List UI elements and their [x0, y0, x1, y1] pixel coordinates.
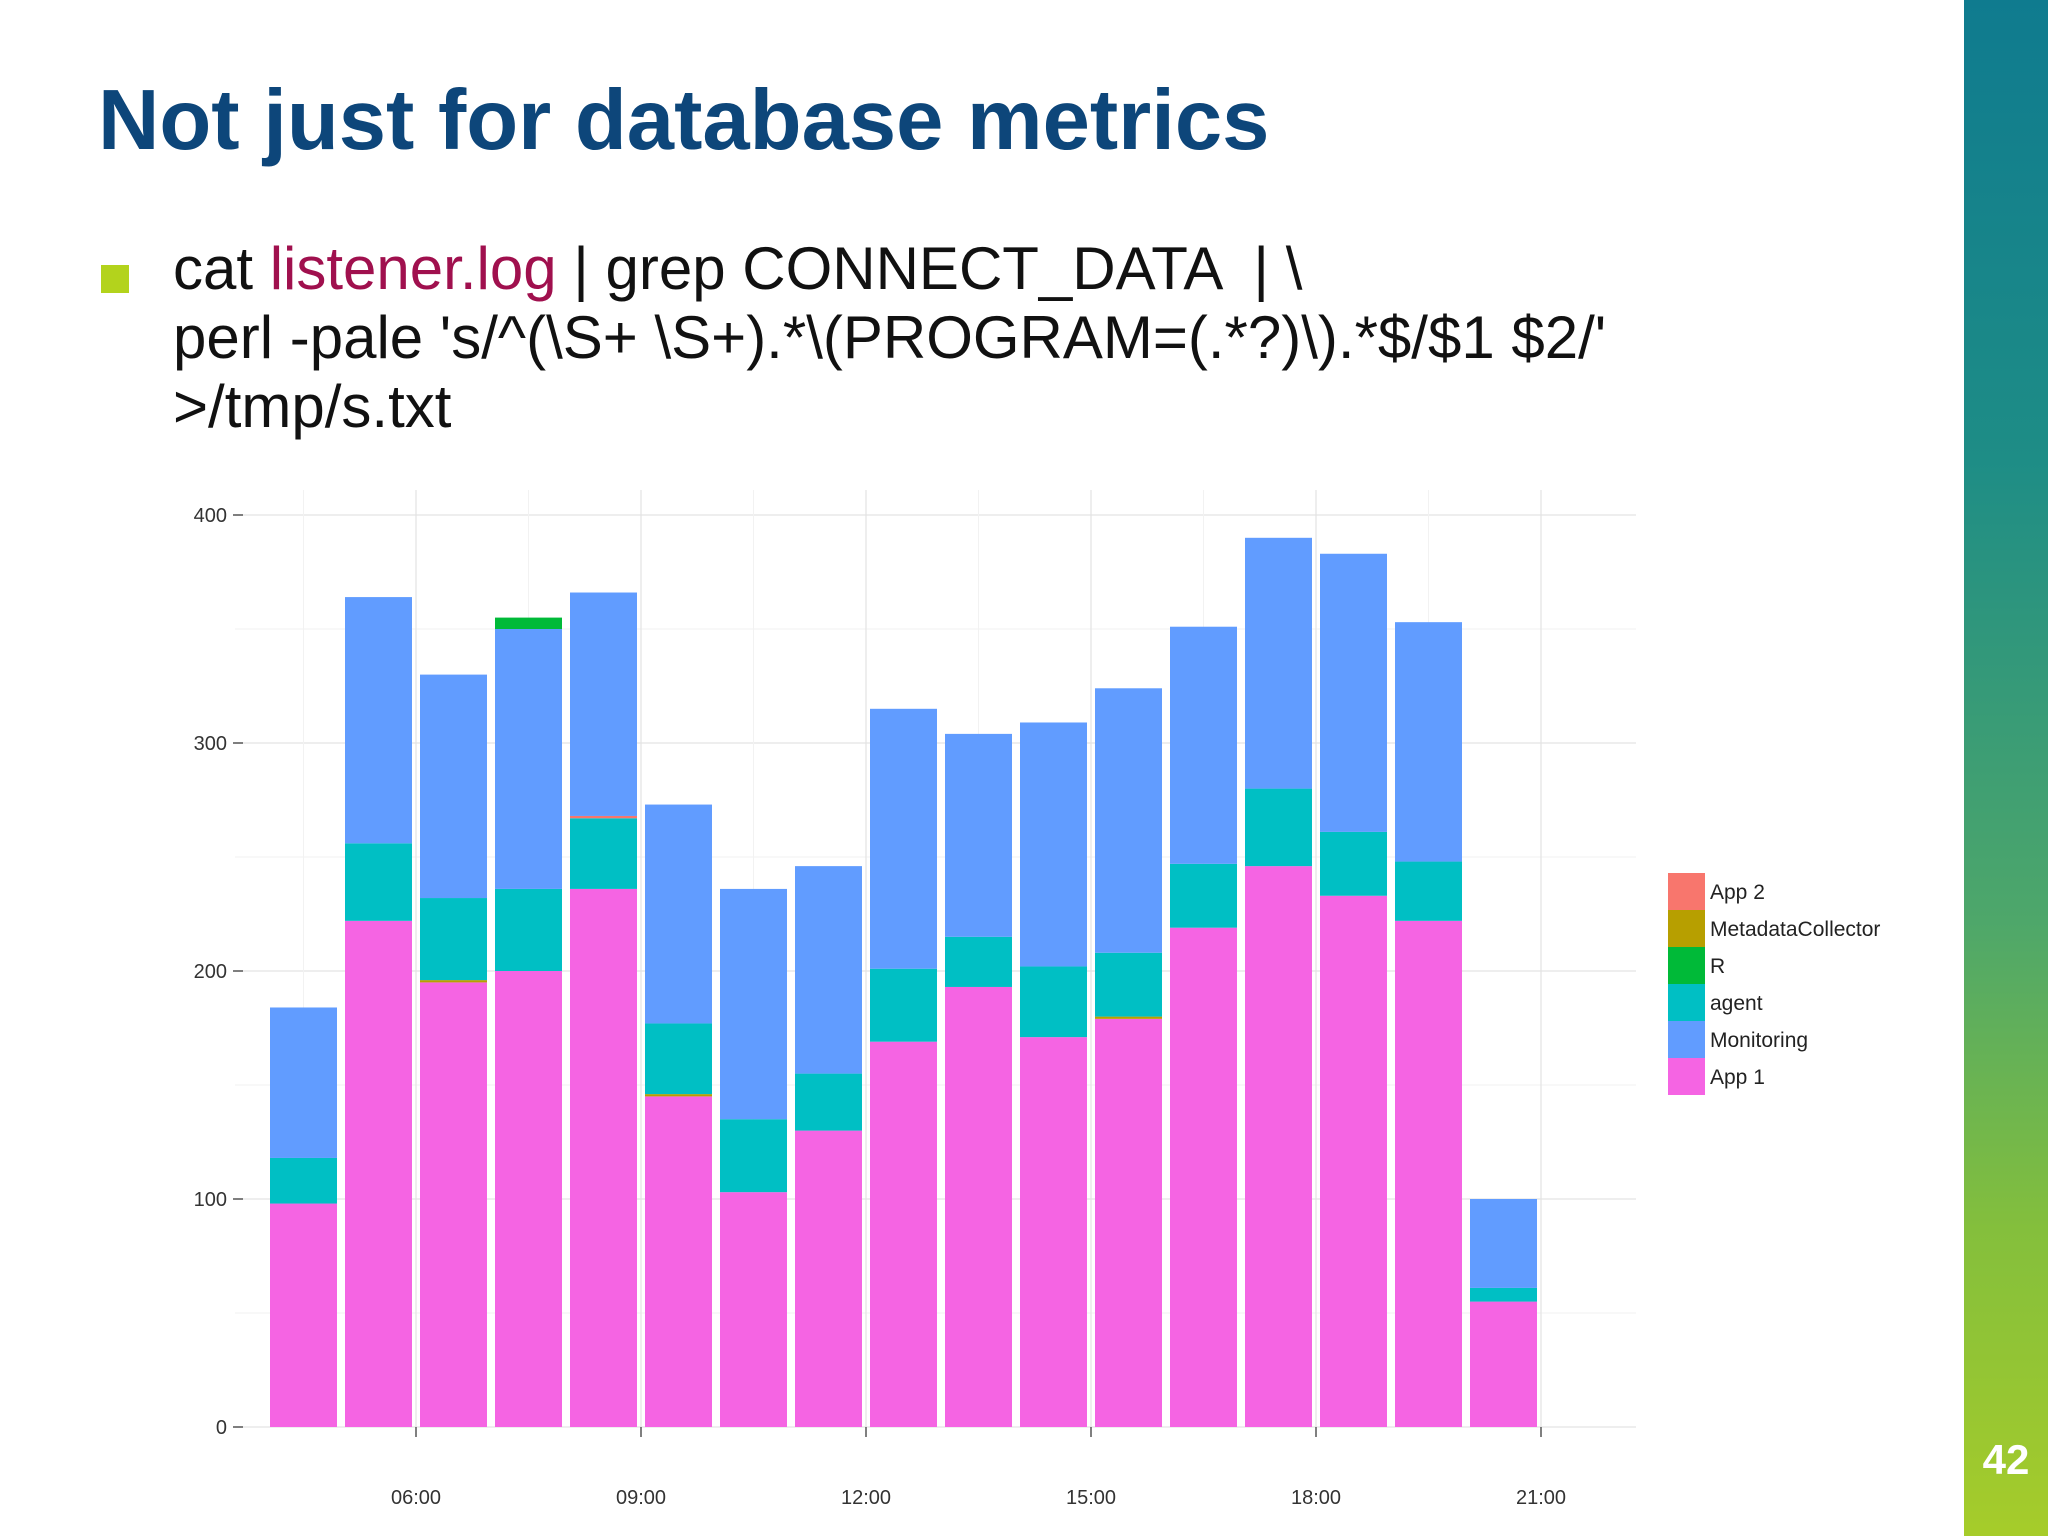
bar-segment: [495, 888, 562, 971]
command-line-1: cat listener.log | grep CONNECT_DATA | \: [173, 234, 1606, 303]
command-highlight: listener.log: [269, 235, 557, 302]
bar-segment: [420, 898, 487, 981]
bar-segment: [1395, 920, 1462, 1427]
bar-segment: [720, 1192, 787, 1427]
bar-segment: [1245, 866, 1312, 1427]
bar-segment: [870, 968, 937, 1042]
bar-segment: [570, 815, 637, 819]
legend-key: [1668, 984, 1705, 1021]
bullet-command-text: cat listener.log | grep CONNECT_DATA | \…: [173, 234, 1606, 441]
x-tick-label: 12:00: [841, 1487, 891, 1509]
bar-segment: [720, 888, 787, 1120]
legend-label: R: [1710, 955, 1725, 978]
y-tick-label: 0: [216, 1417, 227, 1439]
bar-segment: [645, 1094, 712, 1097]
bar-segment: [270, 1157, 337, 1204]
x-tick-label: 21:00: [1516, 1487, 1566, 1509]
bar-segment: [945, 986, 1012, 1427]
bar-segment: [495, 617, 562, 629]
bar-segment: [1095, 688, 1162, 953]
bar-segment: [1020, 966, 1087, 1038]
bar-segment: [1095, 1016, 1162, 1019]
bar-segment: [270, 1203, 337, 1427]
slide-title: Not just for database metrics: [98, 73, 1270, 168]
command-prefix: cat: [173, 235, 270, 302]
bar-segment: [1170, 927, 1237, 1427]
bar-segment: [345, 597, 412, 844]
bar-segment: [1170, 863, 1237, 928]
legend-label: App 1: [1710, 1066, 1765, 1089]
bar-segment: [1320, 895, 1387, 1427]
bar-segment: [945, 733, 1012, 937]
bar-segment: [1470, 1301, 1537, 1427]
bar-segment: [795, 1073, 862, 1131]
command-line-3: >/tmp/s.txt: [173, 373, 452, 440]
bar-segment: [795, 866, 862, 1074]
y-tick-label: 400: [194, 505, 227, 527]
bar-segment: [1320, 831, 1387, 896]
y-tick-label: 200: [194, 961, 227, 983]
bullet-square-icon: [101, 265, 129, 293]
legend-key: [1668, 910, 1705, 947]
bar-segment: [1020, 722, 1087, 967]
bar-segment: [270, 1007, 337, 1158]
x-tick-label: 09:00: [616, 1487, 666, 1509]
bar-segment: [1095, 952, 1162, 1017]
bar-segment: [420, 674, 487, 899]
stacked-bar-chart: 0 100 200 300 400 06:00 09:00 12:00 15:00 18:00 21…: [194, 490, 1880, 1509]
bar-segment: [645, 1096, 712, 1427]
bar-segment: [1470, 1199, 1537, 1288]
legend-label: Monitoring: [1710, 1029, 1808, 1052]
bar-segment: [1095, 1018, 1162, 1427]
bar-segment: [1470, 1287, 1537, 1302]
bar-segment: [570, 818, 637, 889]
page-number: 42: [1982, 1436, 2030, 1483]
bar-segment: [1320, 553, 1387, 832]
legend-key: [1668, 947, 1705, 984]
legend-key: [1668, 1021, 1705, 1058]
y-tick-label: 300: [194, 733, 227, 755]
command-line-2: perl -pale 's/^(\S+ \S+).*\(PROGRAM=(.*?…: [173, 304, 1607, 371]
bar-segment: [1020, 1037, 1087, 1427]
legend-key: [1668, 873, 1705, 910]
legend-key: [1668, 1058, 1705, 1095]
bar-segment: [645, 804, 712, 1024]
decorative-sidebar: [1964, 0, 2048, 1536]
bar-segment: [420, 982, 487, 1427]
bar-segment: [1245, 788, 1312, 867]
command-suffix: | grep CONNECT_DATA | \: [556, 235, 1303, 302]
bar-segment: [1395, 622, 1462, 862]
chart-axes: 0 100 200 300 400 06:00 09:00 12:00 15:00 18:00 21…: [194, 505, 1566, 1509]
bar-segment: [870, 708, 937, 969]
x-tick-label: 06:00: [391, 1487, 441, 1509]
bar-segment: [945, 936, 1012, 987]
y-tick-label: 100: [194, 1189, 227, 1211]
bar-segment: [570, 592, 637, 816]
bar-segment: [495, 971, 562, 1427]
bar-segment: [795, 1130, 862, 1427]
legend-label: App 2: [1710, 881, 1765, 904]
bar-segment: [720, 1119, 787, 1193]
bar-segment: [1395, 861, 1462, 921]
bar-segment: [345, 920, 412, 1427]
x-tick-label: 18:00: [1291, 1487, 1341, 1509]
bar-segment: [495, 629, 562, 889]
bar-segment: [420, 980, 487, 983]
legend-label: agent: [1710, 992, 1763, 1015]
x-tick-label: 15:00: [1066, 1487, 1116, 1509]
bar-segment: [570, 888, 637, 1427]
bar-segment: [645, 1023, 712, 1095]
bar-segment: [345, 843, 412, 921]
chart-bars: [270, 537, 1537, 1427]
bar-segment: [1170, 626, 1237, 864]
legend-label: MetadataCollector: [1710, 918, 1880, 941]
bar-segment: [1245, 537, 1312, 789]
bar-segment: [870, 1041, 937, 1427]
